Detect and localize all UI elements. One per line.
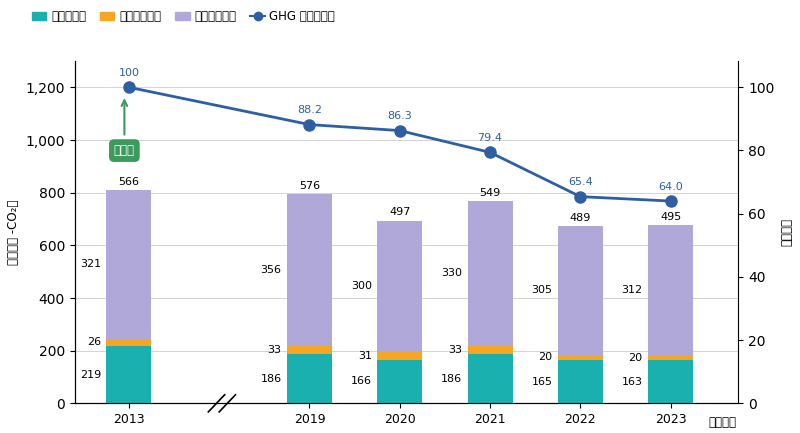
Text: 64.0: 64.0 xyxy=(658,181,683,191)
Bar xyxy=(558,360,603,403)
Bar xyxy=(106,346,151,403)
Bar xyxy=(378,220,422,352)
Bar xyxy=(467,354,513,403)
Text: 549: 549 xyxy=(479,188,501,198)
Text: 65.4: 65.4 xyxy=(568,177,593,187)
Text: （年度）: （年度） xyxy=(708,416,736,429)
Text: 166: 166 xyxy=(350,376,372,387)
Bar xyxy=(467,346,513,354)
Text: 86.3: 86.3 xyxy=(387,111,412,121)
Text: 79.4: 79.4 xyxy=(478,133,502,143)
Bar xyxy=(648,225,694,355)
Text: 20: 20 xyxy=(629,353,642,363)
Bar xyxy=(648,360,694,403)
Text: 495: 495 xyxy=(660,212,682,222)
Bar xyxy=(106,190,151,339)
Text: 33: 33 xyxy=(267,345,282,355)
Text: 356: 356 xyxy=(261,265,282,275)
Text: 163: 163 xyxy=(622,377,642,387)
Text: 88.2: 88.2 xyxy=(297,105,322,115)
Text: 489: 489 xyxy=(570,213,591,223)
Text: 566: 566 xyxy=(118,177,139,187)
Text: 33: 33 xyxy=(448,345,462,355)
Bar xyxy=(467,201,513,346)
Text: 300: 300 xyxy=(350,281,372,291)
Text: 20: 20 xyxy=(538,352,552,362)
Text: 497: 497 xyxy=(389,207,410,217)
Text: 330: 330 xyxy=(441,268,462,278)
Bar xyxy=(558,355,603,360)
Bar xyxy=(287,194,332,346)
Text: 219: 219 xyxy=(80,369,101,379)
Text: 576: 576 xyxy=(299,181,320,191)
Text: 31: 31 xyxy=(358,351,372,361)
Text: 321: 321 xyxy=(80,259,101,269)
Text: 312: 312 xyxy=(622,285,642,295)
Y-axis label: （万トン -CO₂）: （万トン -CO₂） xyxy=(7,200,20,265)
Text: 305: 305 xyxy=(531,285,552,295)
Bar xyxy=(648,355,694,360)
Bar xyxy=(558,226,603,355)
Bar xyxy=(378,352,422,360)
Bar xyxy=(106,339,151,346)
Bar xyxy=(287,354,332,403)
Text: 186: 186 xyxy=(441,374,462,384)
Bar xyxy=(287,346,332,354)
Text: 100: 100 xyxy=(118,68,139,78)
Bar xyxy=(378,360,422,403)
Text: 基準値: 基準値 xyxy=(114,144,135,157)
Legend: 東レ（株）, 国内関係会社, 海外関係会社, GHG 売上原単位: 東レ（株）, 国内関係会社, 海外関係会社, GHG 売上原単位 xyxy=(27,5,340,28)
Text: 165: 165 xyxy=(531,377,552,387)
Y-axis label: （指数）: （指数） xyxy=(780,218,793,246)
Text: 186: 186 xyxy=(260,374,282,384)
Text: 26: 26 xyxy=(86,337,101,347)
